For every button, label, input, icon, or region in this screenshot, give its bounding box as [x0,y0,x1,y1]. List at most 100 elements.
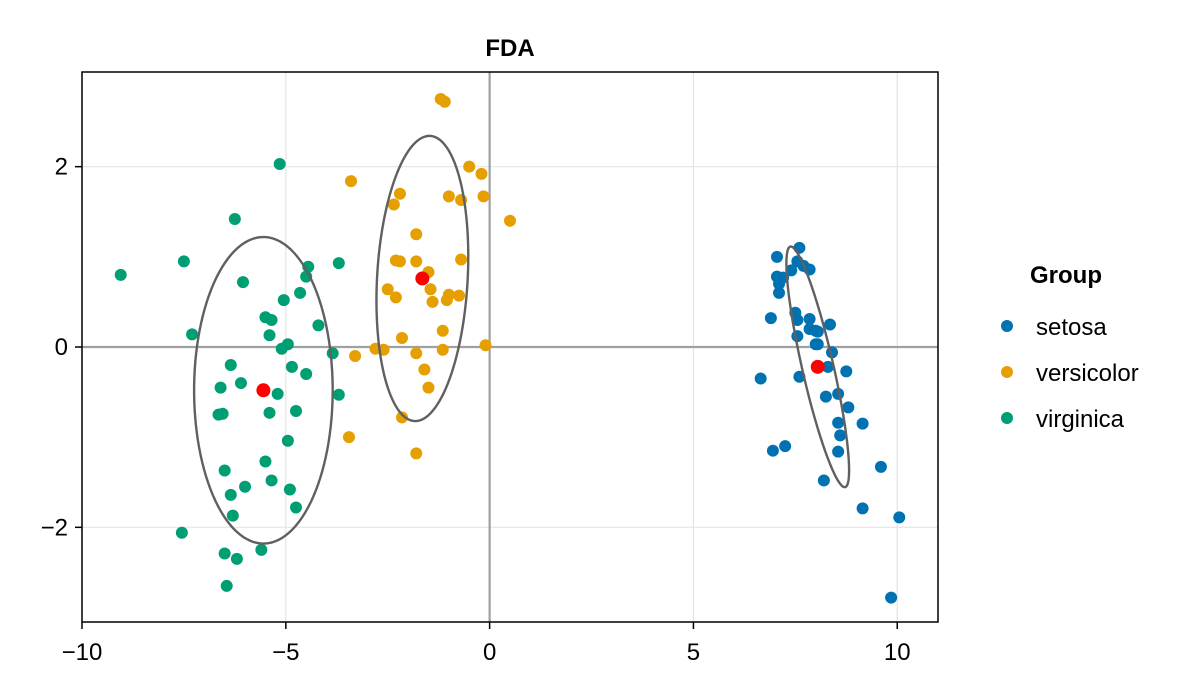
point-virginica [275,342,288,355]
point-versicolor [342,431,355,444]
point-versicolor [395,411,408,424]
point-versicolor [410,347,423,360]
point-virginica [234,377,247,390]
point-setosa [885,591,898,604]
legend-label-versicolor: versicolor [1036,360,1139,387]
legend-title: Group [1030,262,1102,289]
point-setosa [821,360,834,373]
point-virginica [265,313,278,326]
point-virginica [224,359,237,372]
point-setosa [856,502,869,515]
point-setosa [823,318,836,331]
point-versicolor [477,190,490,203]
point-setosa [785,264,798,277]
point-virginica [228,212,241,225]
point-virginica [263,406,276,419]
point-virginica [224,488,237,501]
point-virginica [265,474,278,487]
point-versicolor [438,95,451,108]
point-setosa [893,511,906,524]
ellipse-versicolor [375,134,470,423]
data-points [114,93,906,604]
point-setosa [754,372,767,385]
point-virginica [114,268,127,281]
point-versicolor [453,289,466,302]
point-setosa [811,338,824,351]
point-versicolor [426,295,439,308]
point-setosa [779,440,792,453]
point-virginica [294,286,307,299]
x-tick-label: 0 [483,639,496,666]
point-virginica [218,547,231,560]
point-setosa [819,390,832,403]
point-versicolor [440,294,453,307]
point-virginica [332,257,345,270]
point-versicolor [410,255,423,268]
point-versicolor [504,214,516,227]
x-tick-label: 10 [884,639,911,666]
point-setosa [766,444,779,457]
point-setosa [773,286,786,299]
point-versicolor [410,228,423,241]
point-setosa [840,365,853,378]
point-versicolor [410,447,423,460]
y-tick-label: 2 [55,154,68,181]
point-versicolor [475,167,488,180]
point-versicolor [349,350,362,363]
zero-lines [82,72,938,622]
point-virginica [255,543,268,556]
point-virginica [226,509,239,522]
point-virginica [214,381,227,394]
confidence-ellipses [192,134,851,545]
point-versicolor [395,331,408,344]
point-setosa [832,445,845,458]
point-setosa [834,429,847,442]
point-virginica [273,157,286,170]
point-virginica [300,368,313,381]
point-setosa [811,325,824,338]
point-setosa [874,460,887,473]
point-virginica [216,407,229,420]
point-versicolor [387,198,400,211]
x-tick-label: −10 [62,639,103,666]
point-setosa [770,250,783,263]
legend-marker-setosa [1001,320,1013,332]
point-versicolor [389,291,402,304]
series-virginica [114,157,345,592]
ellipse-virginica [192,235,334,545]
point-virginica [277,294,290,307]
legend: Group setosa versicolor virginica [1001,262,1139,433]
legend-marker-versicolor [1001,366,1013,378]
point-virginica [230,552,243,565]
axis-ticks: −10 −5 0 5 10 −2 0 2 [41,154,911,666]
series-setosa [754,241,906,604]
point-setosa [764,312,777,325]
centroid-versicolor [415,271,430,286]
chart-title: FDA [485,35,534,62]
point-virginica [312,319,325,332]
point-setosa [842,401,855,414]
point-versicolor [455,253,468,266]
point-virginica [283,483,296,496]
point-versicolor [393,255,406,268]
point-virginica [220,579,233,592]
point-virginica [218,464,231,477]
legend-marker-virginica [1001,412,1013,424]
centroid-virginica [256,383,271,398]
point-versicolor [393,187,406,200]
point-virginica [281,434,294,447]
centroids [256,271,825,398]
legend-label-setosa: setosa [1036,314,1107,341]
point-virginica [263,329,276,342]
centroid-setosa [810,359,825,374]
x-tick-label: 5 [687,639,700,666]
point-versicolor [345,175,358,188]
point-virginica [237,276,250,289]
series-versicolor [342,93,516,460]
point-virginica [285,360,298,373]
point-versicolor [436,343,449,356]
point-virginica [290,405,302,418]
point-virginica [271,387,284,400]
point-virginica [177,255,190,268]
